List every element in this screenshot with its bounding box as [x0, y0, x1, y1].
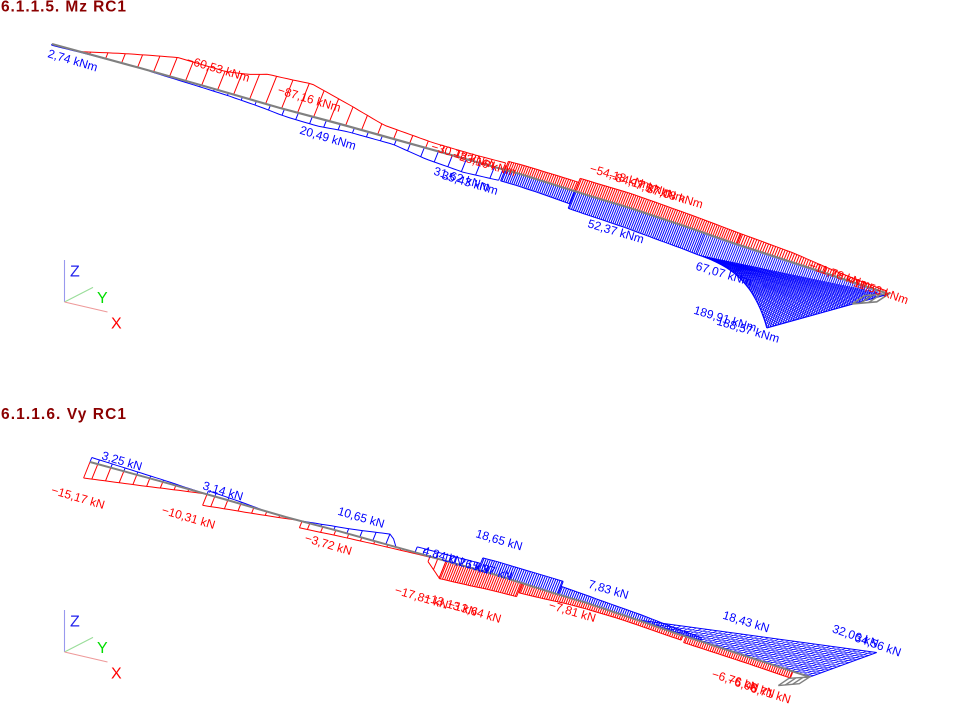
svg-text:X: X [111, 316, 122, 333]
svg-text:Z: Z [70, 264, 80, 281]
svg-text:18,65 kN: 18,65 kN [474, 526, 524, 553]
svg-text:−13,64 kN: −13,64 kN [446, 597, 503, 626]
svg-text:−60,53 kNm: −60,53 kNm [185, 53, 251, 85]
svg-text:6.1.1.6. Vy RC1: 6.1.1.6. Vy RC1 [1, 406, 126, 423]
svg-text:Y: Y [97, 640, 108, 657]
svg-text:−10,31 kN: −10,31 kN [160, 503, 217, 532]
svg-text:34,56 kN: 34,56 kN [853, 631, 903, 660]
svg-text:−7,81 kN: −7,81 kN [547, 598, 597, 625]
svg-text:6.1.1.5. Mz RC1: 6.1.1.5. Mz RC1 [1, 0, 126, 16]
svg-text:X: X [111, 666, 122, 683]
svg-text:18,43 kN: 18,43 kN [721, 608, 771, 635]
svg-text:−3,72 kN: −3,72 kN [303, 531, 353, 558]
svg-text:87,08 kNm: 87,08 kNm [645, 181, 705, 211]
svg-text:Y: Y [97, 290, 108, 307]
svg-text:−6,71 kN: −6,71 kN [742, 679, 792, 707]
svg-text:Z: Z [70, 614, 80, 631]
svg-text:10,65 kN: 10,65 kN [336, 504, 386, 531]
svg-text:−15,17 kN: −15,17 kN [50, 483, 107, 512]
